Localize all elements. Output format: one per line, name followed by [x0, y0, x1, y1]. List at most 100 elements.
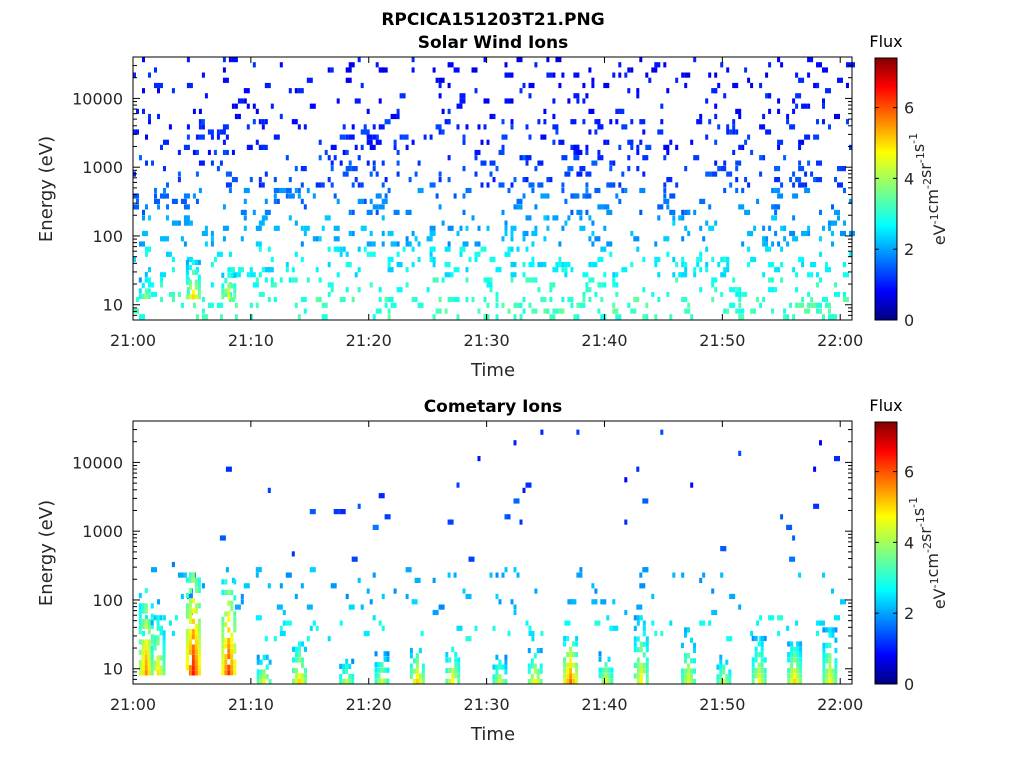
heatmap-cell	[327, 246, 331, 252]
heatmap-cell	[147, 623, 151, 630]
heatmap-cell	[564, 171, 571, 177]
heatmap-cell	[420, 630, 424, 637]
heatmap-cell	[744, 67, 748, 73]
heatmap-cell	[582, 296, 586, 303]
heatmap-cell	[185, 603, 189, 609]
heatmap-cell	[828, 673, 832, 679]
colorbar-title: Flux	[869, 396, 902, 415]
heatmap-cell	[224, 278, 228, 284]
heatmap-cell	[831, 632, 835, 638]
heatmap-cell	[432, 256, 436, 263]
heatmap-cell	[495, 679, 499, 684]
heatmap-cell	[145, 160, 148, 166]
heatmap-cell	[378, 98, 382, 104]
heatmap-cell	[221, 654, 225, 660]
heatmap-cell	[790, 662, 794, 668]
heatmap-cell	[822, 627, 826, 633]
heatmap-cell	[144, 665, 148, 671]
heatmap-cell	[261, 182, 265, 188]
heatmap-cell	[849, 251, 852, 257]
heatmap-cell	[606, 209, 613, 215]
heatmap-cell	[582, 119, 586, 125]
heatmap-cell	[563, 678, 567, 684]
heatmap-cell	[819, 277, 822, 283]
heatmap-cell	[477, 124, 481, 130]
heatmap-cell	[273, 193, 277, 199]
heatmap-cell	[738, 604, 742, 610]
heatmap-cell	[639, 647, 643, 653]
heatmap-cell	[474, 256, 478, 263]
heatmap-cell	[750, 630, 754, 637]
heatmap-cell	[230, 632, 234, 638]
heatmap-cell	[298, 673, 301, 679]
heatmap-cell	[415, 658, 419, 664]
heatmap-cell	[150, 603, 154, 609]
heatmap-cell	[807, 225, 811, 231]
heatmap-cell	[183, 193, 190, 199]
heatmap-cell	[492, 679, 496, 684]
heatmap-cell	[374, 673, 378, 679]
heatmap-cell	[351, 658, 355, 664]
heatmap-cell	[154, 187, 157, 194]
heatmap-cell	[763, 657, 767, 663]
heatmap-cell	[789, 302, 793, 308]
heatmap-cell	[144, 639, 148, 645]
heatmap-cell	[141, 649, 145, 655]
heatmap-cell	[684, 82, 688, 89]
heatmap-cell	[227, 664, 231, 670]
heatmap-cell	[717, 82, 721, 89]
heatmap-cell	[294, 166, 298, 172]
heatmap-cell	[537, 262, 544, 268]
heatmap-cell	[576, 171, 583, 177]
heatmap-cell	[645, 567, 649, 573]
heatmap-cell	[816, 62, 819, 68]
heatmap-cell	[540, 193, 547, 199]
heatmap-cell	[292, 678, 295, 684]
heatmap-cell	[409, 648, 413, 654]
heatmap-cell	[351, 182, 355, 188]
heatmap-cell	[705, 267, 709, 273]
heatmap-cell	[191, 608, 195, 614]
heatmap-cell	[753, 225, 757, 231]
heatmap-cell	[522, 308, 526, 314]
heatmap-cell	[279, 583, 283, 589]
heatmap-cell	[561, 187, 565, 194]
heatmap-cell	[163, 615, 166, 621]
heatmap-cell	[725, 679, 729, 684]
heatmap-cell	[793, 668, 797, 674]
heatmap-cell	[224, 288, 228, 294]
heatmap-cell	[255, 241, 262, 247]
heatmap-cell	[191, 577, 195, 583]
heatmap-cell	[822, 678, 826, 684]
heatmap-cell	[348, 209, 352, 215]
heatmap-cell	[636, 673, 640, 679]
heatmap-cell	[279, 277, 283, 283]
heatmap-cell	[780, 246, 784, 252]
heatmap-cell	[252, 62, 256, 68]
heatmap-cell	[162, 655, 166, 661]
heatmap-cell	[372, 166, 376, 172]
heatmap-cell	[768, 62, 772, 68]
heatmap-cell	[819, 209, 822, 215]
heatmap-cell	[224, 654, 228, 660]
heatmap-cell	[510, 272, 517, 278]
heatmap-cell	[221, 579, 225, 585]
heatmap-cell	[144, 660, 148, 666]
colorbar-unit-exponent: -2	[921, 178, 934, 189]
heatmap-cell	[539, 668, 543, 674]
heatmap-cell	[696, 256, 700, 263]
heatmap-cell	[468, 556, 475, 562]
heatmap-cell	[221, 638, 225, 644]
heatmap-cell	[726, 636, 733, 642]
heatmap-cell	[543, 108, 547, 114]
heatmap-cell	[798, 166, 805, 172]
heatmap-cell	[639, 673, 643, 679]
heatmap-cell	[711, 282, 715, 288]
heatmap-cell	[552, 267, 559, 273]
heatmap-cell	[604, 667, 608, 673]
heatmap-cell	[418, 648, 422, 654]
heatmap-cell	[221, 622, 225, 628]
heatmap-cell	[188, 264, 192, 270]
